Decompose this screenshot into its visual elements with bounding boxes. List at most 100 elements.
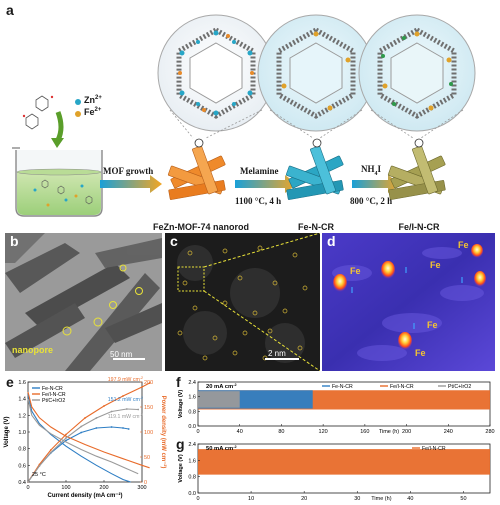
step-melamine: Melamine <box>240 166 279 176</box>
power-point <box>125 408 128 410</box>
ion-label-fe: Fe2+ <box>84 107 102 117</box>
x-tick-label: 30 <box>354 496 360 502</box>
x-tick-label: 280 <box>485 429 494 435</box>
nanopore-annotation: nanopore <box>12 345 54 355</box>
power-point <box>110 410 113 413</box>
x-tick-label: 0 <box>196 496 199 502</box>
legend-label: Pt/C+IrO2 <box>42 398 65 404</box>
y-axis-label: Voltage (V) <box>178 454 184 482</box>
beaker-icon <box>12 147 103 217</box>
product-feZn-mof: FeZn-MOF-74 nanorod <box>153 222 249 232</box>
polarization-line-1 <box>27 391 150 469</box>
legend-label: Fe-N-CR <box>42 386 63 392</box>
y-tick-label: 1.6 <box>188 458 196 464</box>
power-point <box>38 465 41 467</box>
power-point <box>95 427 98 429</box>
x-tick-label: 100 <box>61 485 70 491</box>
y-tick-label: 2.4 <box>188 380 196 386</box>
x-axis-label: Time (h) <box>379 429 399 435</box>
y-tick-label: 0.8 <box>188 475 196 481</box>
legend-label: Fe/I-N-CR <box>390 384 414 390</box>
orange-nanorod-icon <box>167 138 226 200</box>
y-tick-label: 0.0 <box>188 424 196 430</box>
step-1100c: 1100 °C, 4 h <box>235 196 282 206</box>
power-point <box>127 428 130 430</box>
arrow-mof-growth <box>100 175 162 193</box>
ion-label-zn: Zn2+ <box>84 95 102 105</box>
power-point <box>65 437 67 439</box>
panel-f-label: f <box>176 374 181 390</box>
x-tick-label: 160 <box>360 429 369 435</box>
panel-a-illustration <box>12 14 476 217</box>
y-tick-label: 1.6 <box>18 380 26 386</box>
power-point <box>95 417 98 419</box>
power-point <box>80 431 83 434</box>
x-tick-label: 40 <box>237 429 243 435</box>
step-mof-growth: MOF growth <box>103 166 154 176</box>
x-tick-label: 20 <box>301 496 307 502</box>
y2-tick-label: 100 <box>144 430 153 436</box>
intensity-map-panel-d <box>322 233 495 371</box>
x-tick-label: 10 <box>248 496 254 502</box>
power-point <box>80 425 83 428</box>
panel-e-label: e <box>6 374 14 390</box>
y-tick-label: 0.4 <box>18 480 26 486</box>
y-tick-label: 0.6 <box>18 463 26 469</box>
stability-chart-g: 0 10 20 30 40 50 0.0 0.8 1.6 2.4 Time (h) Voltage (… <box>178 442 491 502</box>
green-curved-arrow <box>55 111 64 142</box>
y-axis-label: Voltage (V) <box>178 390 184 418</box>
voltage-band-2 <box>198 391 240 408</box>
panel-d-label: d <box>327 233 336 249</box>
y2-axis-label: Power density (mW cm⁻²) <box>160 396 167 469</box>
x-tick-label: 0 <box>26 485 29 491</box>
fe-tag-2: Fe <box>458 240 469 250</box>
y-axis-label: Voltage (V) <box>4 417 10 448</box>
power-point <box>27 481 29 483</box>
panel-c-label: c <box>170 233 178 249</box>
voltage-band-0 <box>198 449 490 475</box>
scale-bar-c: 2 nm <box>268 349 286 358</box>
panel-a-label: a <box>6 2 14 18</box>
x-tick-label: 0 <box>196 429 199 435</box>
x-tick-label: 200 <box>402 429 411 435</box>
y2-tick-label: 150 <box>144 405 153 411</box>
x-tick-label: 80 <box>278 429 284 435</box>
power-point <box>141 386 143 388</box>
power-point <box>84 417 86 419</box>
fe-tag-3: Fe <box>430 260 441 270</box>
power-annotation-0: 197.9 mW cm-2 <box>108 376 143 383</box>
x-tick-label: 50 <box>460 496 466 502</box>
fe-tag-5: Fe <box>415 348 426 358</box>
stability-chart-f: 0 40 80 120 160 200 240 280 0.0 0.8 1.6 2.4 Time (h)… <box>178 380 495 435</box>
power-annotation-2: 119.1 mW cm-2 <box>108 413 143 420</box>
x-tick-label: 240 <box>444 429 453 435</box>
legend-label: Pt/C+IrO2 <box>448 384 471 390</box>
blue-nanorod-icon <box>285 138 344 200</box>
x-tick-label: 40 <box>407 496 413 502</box>
y-tick-label: 0.0 <box>188 491 196 497</box>
step-nh4i: NH4I <box>361 164 382 177</box>
y-tick-label: 2.4 <box>188 442 196 448</box>
polarization-line-2 <box>27 398 139 475</box>
arrow-nh4i <box>352 175 400 193</box>
x-tick-label: 300 <box>137 485 146 491</box>
y-tick-label: 1.2 <box>18 413 26 419</box>
tem-image-panel-b <box>5 233 162 371</box>
y-tick-label: 1.0 <box>18 430 26 436</box>
fe-tag-1: Fe <box>350 266 361 276</box>
power-point <box>103 405 105 407</box>
mof-structure-bubble-2 <box>257 14 375 132</box>
power-point <box>65 439 67 442</box>
scale-bar-b: 50 nm <box>110 350 133 359</box>
mof-structure-bubble-1 <box>157 14 275 132</box>
power-point <box>110 426 113 428</box>
y-tick-label: 0.8 <box>188 409 196 415</box>
power-point <box>65 433 67 436</box>
polarization-power-chart: 0 100 200 300 0.4 0.6 0.8 1.0 1.2 1.4 1.6 0 50 100 150… <box>4 376 167 499</box>
polarization-line-0 <box>27 394 131 483</box>
y-tick-label: 0.8 <box>18 447 26 453</box>
fe-tag-4: Fe <box>427 320 438 330</box>
power-point <box>122 427 124 429</box>
x-tick-label: 200 <box>99 485 108 491</box>
power-point <box>148 382 151 384</box>
